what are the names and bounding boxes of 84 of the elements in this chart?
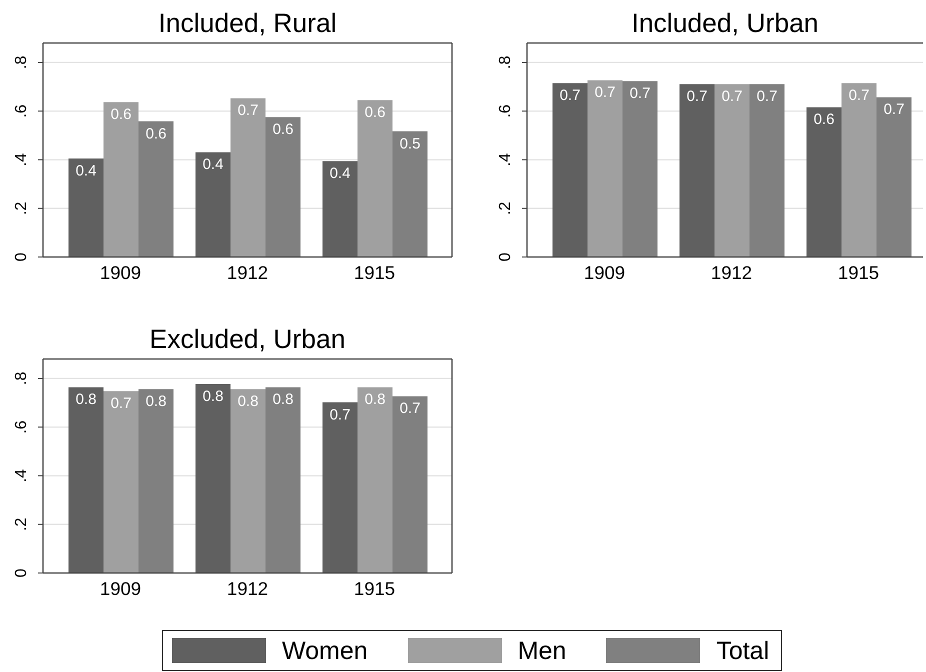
y-tick-label: .6 <box>497 104 514 118</box>
y-tick-label: .6 <box>13 104 30 118</box>
data-label: 0.7 <box>594 84 616 102</box>
x-tick-label: 1909 <box>584 262 626 284</box>
bar <box>622 81 658 257</box>
y-tick-label: .4 <box>497 152 514 166</box>
data-label: 0.6 <box>272 121 294 138</box>
data-label: 0.6 <box>146 125 166 142</box>
data-label: 0.8 <box>272 391 294 408</box>
data-label: 0.4 <box>76 162 96 180</box>
data-label: 0.8 <box>146 393 166 410</box>
y-tick-label: .4 <box>13 468 30 482</box>
bar <box>104 102 138 257</box>
data-label: 0.8 <box>238 393 258 410</box>
data-label: 0.7 <box>400 400 420 418</box>
y-tick-label: 0 <box>13 568 30 578</box>
data-label: 0.7 <box>884 101 904 118</box>
bar <box>392 131 428 257</box>
y-tick-label: .8 <box>13 56 30 70</box>
bar <box>842 83 876 257</box>
bar <box>68 387 104 573</box>
data-label: 0.8 <box>202 388 224 406</box>
legend-label: Total <box>716 636 770 664</box>
data-label: 0.7 <box>756 88 778 106</box>
y-tick-label: .2 <box>13 518 30 532</box>
data-label: 0.7 <box>630 85 650 102</box>
x-tick-label: 1915 <box>354 578 396 600</box>
bar <box>680 84 714 257</box>
bar <box>322 161 358 257</box>
data-label: 0.8 <box>364 391 386 408</box>
chart-title: Included, Rural <box>157 7 338 39</box>
data-label: 0.7 <box>560 87 580 104</box>
data-label: 0.8 <box>76 391 96 408</box>
data-label: 0.5 <box>400 135 420 152</box>
x-tick-label: 1912 <box>226 262 268 284</box>
y-tick-label: .8 <box>497 56 514 70</box>
bar <box>358 387 392 573</box>
data-label: 0.6 <box>364 104 386 122</box>
bar <box>230 389 266 573</box>
x-tick-label: 1915 <box>838 262 880 284</box>
y-tick-label: 0 <box>13 252 30 262</box>
y-tick-label: .8 <box>13 372 30 386</box>
data-label: 0.7 <box>722 88 742 106</box>
data-label: 0.7 <box>686 88 708 106</box>
bar <box>138 389 174 573</box>
data-label: 0.7 <box>110 395 132 412</box>
bar <box>714 84 750 257</box>
bar <box>876 97 912 257</box>
data-label: 0.7 <box>330 406 350 424</box>
y-tick-label: .2 <box>13 202 30 216</box>
bar <box>138 121 174 257</box>
data-label: 0.4 <box>330 165 350 182</box>
legend-label: Men <box>518 636 566 664</box>
y-tick-label: .2 <box>497 202 514 216</box>
bar <box>68 158 104 257</box>
data-label: 0.4 <box>202 156 224 174</box>
x-tick-label: 1915 <box>354 262 396 284</box>
bar <box>588 80 622 257</box>
bar <box>392 396 428 573</box>
data-label: 0.7 <box>238 102 258 120</box>
x-tick-label: 1912 <box>226 578 268 600</box>
bar <box>552 83 588 257</box>
chart-title: Included, Urban <box>630 7 820 39</box>
bar <box>104 391 138 573</box>
y-tick-label: .4 <box>13 152 30 166</box>
bar <box>196 152 230 257</box>
bar <box>806 107 842 257</box>
legend-label: Women <box>282 636 368 664</box>
bar <box>266 387 300 573</box>
bar <box>750 84 784 257</box>
bar <box>266 117 300 257</box>
x-tick-label: 1909 <box>100 262 142 284</box>
y-tick-label: .6 <box>13 420 30 434</box>
chart-title: Excluded, Urban <box>148 323 346 355</box>
y-tick-label: 0 <box>497 252 514 262</box>
bar <box>230 98 266 257</box>
data-label: 0.7 <box>848 87 870 104</box>
x-tick-label: 1912 <box>710 262 752 284</box>
data-label: 0.6 <box>814 111 834 128</box>
bar <box>322 402 358 573</box>
bar <box>196 384 230 573</box>
x-tick-label: 1909 <box>100 578 142 600</box>
bar <box>358 100 392 257</box>
data-label: 0.6 <box>110 106 132 124</box>
